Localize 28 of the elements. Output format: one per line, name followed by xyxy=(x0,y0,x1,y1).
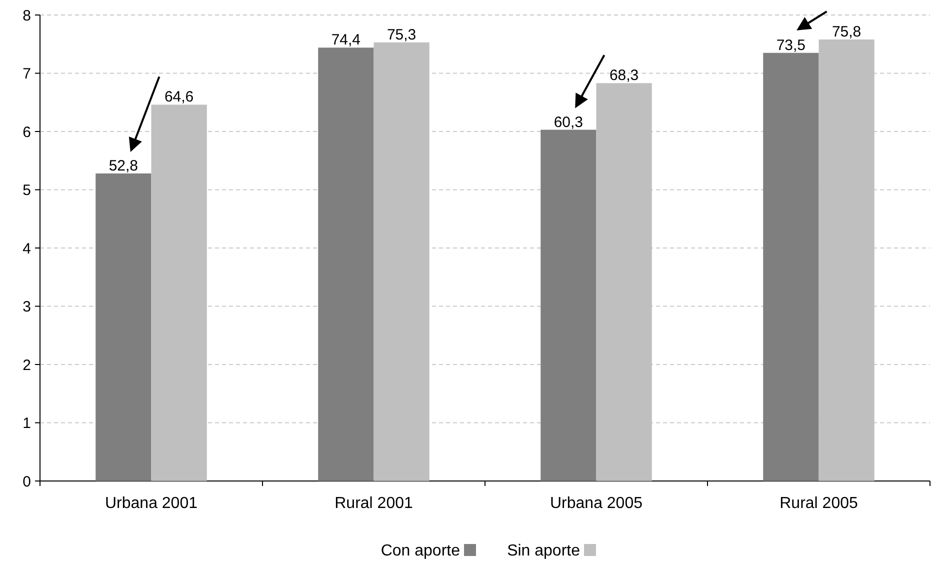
x-tick-label: Rural 2001 xyxy=(334,495,413,512)
y-tick-label: 1 xyxy=(22,415,31,432)
y-tick-label: 8 xyxy=(22,7,31,24)
x-tick-label: Urbana 2001 xyxy=(104,495,198,512)
legend-label: Con aporte xyxy=(380,542,460,560)
annotation: 73,5 xyxy=(776,36,806,54)
x-tick-label: Rural 2005 xyxy=(780,495,858,512)
annotation: 74,4 xyxy=(331,32,361,49)
y-tick-label: 2 xyxy=(22,356,31,374)
annotation: 64,6 xyxy=(164,88,194,106)
y-tick-label: 6 xyxy=(22,124,31,141)
y-tick-label: 7 xyxy=(22,66,31,82)
bar xyxy=(540,130,596,481)
annotation: 75,3 xyxy=(386,26,416,44)
legend-label: Sin aporte xyxy=(507,542,580,560)
y-tick-label: 5 xyxy=(22,182,31,199)
x-tick-label: Urbana 2005 xyxy=(550,495,643,512)
annotation: 52,8 xyxy=(108,157,138,174)
y-tick-label: 4 xyxy=(22,240,31,258)
y-tick-label: 3 xyxy=(22,298,31,316)
annotation: 68,3 xyxy=(609,67,639,84)
bar xyxy=(318,48,374,481)
y-tick-label: 0 xyxy=(22,473,31,490)
annotation: 60,3 xyxy=(554,114,584,131)
bar xyxy=(763,52,819,481)
bar xyxy=(96,173,152,481)
annotation: 75,8 xyxy=(832,23,862,40)
bar xyxy=(374,42,430,481)
